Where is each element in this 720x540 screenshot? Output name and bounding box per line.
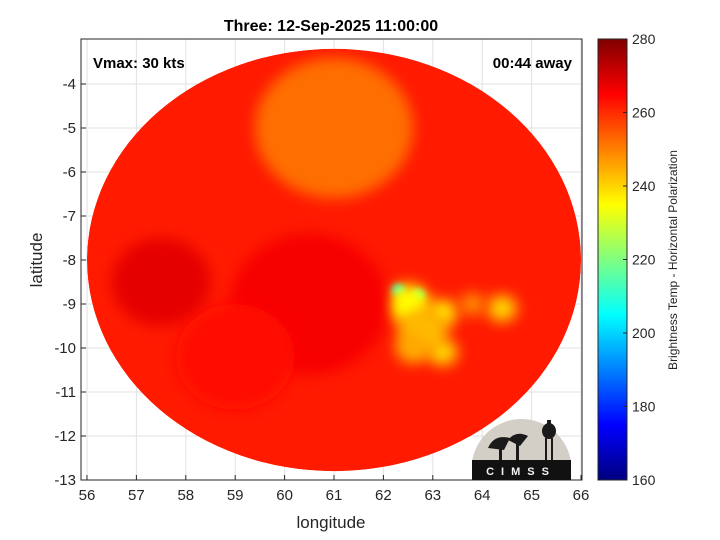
logo-satellite-dishes <box>488 433 528 460</box>
temp-feature <box>111 238 211 326</box>
temp-feature <box>395 332 431 364</box>
x-axis-label: longitude <box>296 513 365 532</box>
y-tick-label: -10 <box>54 340 76 357</box>
y-axis-label: latitude <box>27 233 46 288</box>
y-tick-label: -13 <box>54 472 76 489</box>
temp-feature <box>487 295 517 322</box>
x-tick-label: 62 <box>375 487 392 504</box>
x-tick-label: 61 <box>326 487 343 504</box>
x-axis-ticks: 56 57 58 59 60 61 62 63 64 65 66 <box>79 475 590 504</box>
y-tick-label: -12 <box>54 428 76 445</box>
x-tick-label: 59 <box>227 487 244 504</box>
time-away-annotation: 00:44 away <box>493 55 573 72</box>
temp-feature <box>254 57 414 199</box>
temp-feature <box>175 304 295 410</box>
y-tick-label: -5 <box>63 120 76 137</box>
chart-title: Three: 12-Sep-2025 11:00:00 <box>224 18 438 35</box>
y-tick-label: -4 <box>63 76 76 93</box>
brightness-temp-swath <box>87 48 581 472</box>
logo-water-tower <box>542 420 556 460</box>
cimss-logo: CIMSS <box>472 419 571 480</box>
colorbar-tick-label: 160 <box>632 472 656 488</box>
colorbar <box>597 38 628 481</box>
y-axis-ticks: -13 -12 -11 -10 -9 -8 -7 -6 -5 -4 <box>54 76 86 489</box>
y-tick-label: -6 <box>63 164 76 181</box>
y-tick-label: -11 <box>55 384 76 401</box>
colorbar-tick-label: 280 <box>632 31 656 47</box>
temp-feature <box>459 293 485 315</box>
vmax-annotation: Vmax: 30 kts <box>93 55 185 72</box>
colorbar-tick-label: 240 <box>632 178 656 194</box>
colorbar-tick-label: 180 <box>632 399 656 415</box>
x-tick-label: 64 <box>474 487 491 504</box>
colorbar-ticks: 160 180 200 220 240 260 280 <box>623 31 656 488</box>
logo-text: CIMSS <box>486 466 556 478</box>
colorbar-tick-label: 200 <box>632 325 656 341</box>
x-tick-label: 66 <box>573 487 590 504</box>
y-tick-label: -7 <box>63 208 76 225</box>
x-tick-label: 56 <box>79 487 96 504</box>
y-tick-label: -8 <box>63 252 76 269</box>
x-tick-label: 63 <box>424 487 441 504</box>
colorbar-tick-label: 220 <box>632 252 656 268</box>
x-tick-label: 58 <box>177 487 194 504</box>
logo-text-band <box>472 460 571 480</box>
colorbar-label: Brightness Temp - Horizontal Polarizatio… <box>666 150 680 370</box>
y-tick-label: -9 <box>63 296 76 313</box>
x-tick-label: 57 <box>128 487 145 504</box>
x-tick-label: 65 <box>523 487 540 504</box>
temp-feature <box>427 339 458 366</box>
colorbar-tick-label: 260 <box>632 105 656 121</box>
x-tick-label: 60 <box>276 487 293 504</box>
